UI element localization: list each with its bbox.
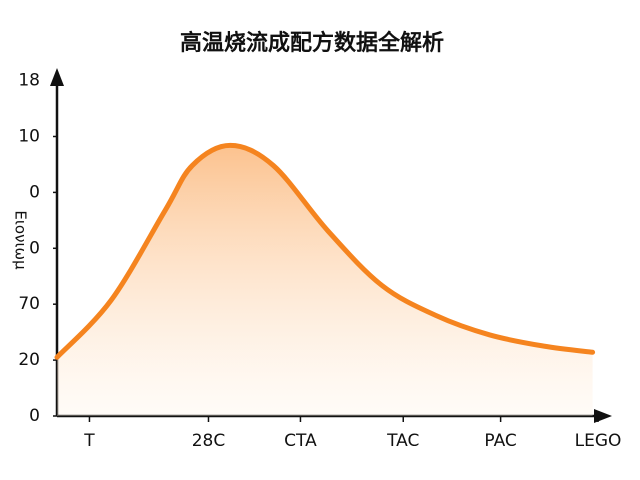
y-tick-label: 70 [18,294,40,314]
x-tick-label: LEGO [575,431,622,451]
chart-title: 高温烧流成配方数据全解析 [180,30,444,56]
x-tick-label: TAC [386,431,419,451]
area-fill [57,145,593,416]
x-tick-label: T [83,431,95,451]
y-axis-arrow [50,68,64,86]
x-axis-arrow [594,409,612,423]
line [54,142,596,360]
y-tick-label: 20 [18,350,40,370]
y-tick-label: 18 [18,71,40,91]
y-tick-label: 0 [29,238,40,258]
y-tick-label: 0 [29,182,40,202]
x-tick-label: CTA [284,431,317,451]
x-tick-label: 28C [192,431,226,451]
y-axis-label: Eιονιωμ [12,210,30,270]
y-tick-label: 0 [29,406,40,426]
y-tick-label: 10 [18,126,40,146]
x-tick-label: PAC [484,431,516,451]
